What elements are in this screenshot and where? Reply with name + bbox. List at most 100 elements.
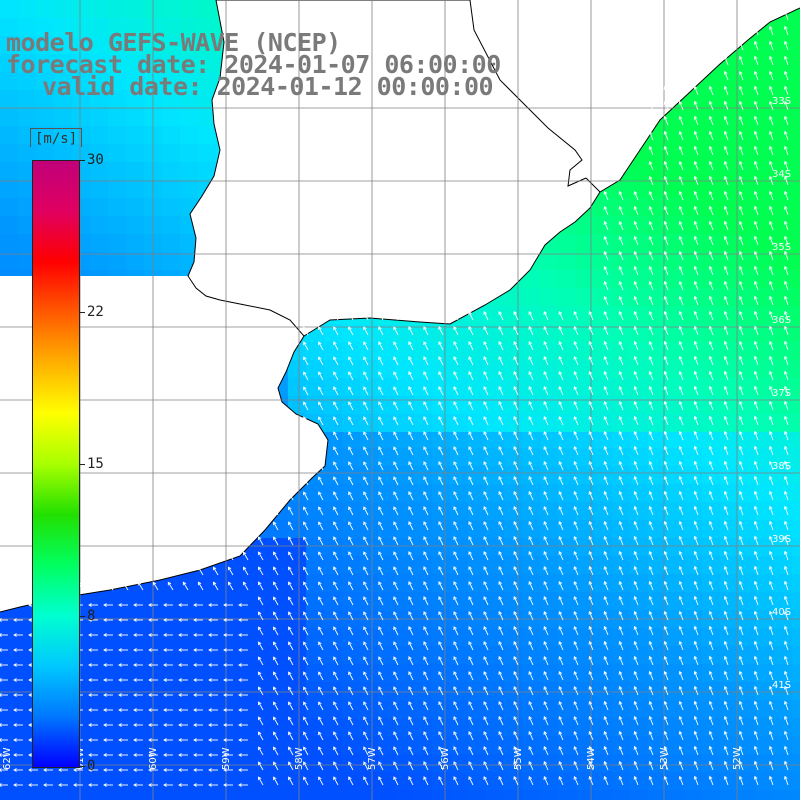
wind-cell <box>774 718 793 737</box>
wind-cell <box>360 378 379 397</box>
wind-cell <box>504 502 523 521</box>
wind-cell <box>396 520 415 539</box>
wind-cell <box>504 306 523 325</box>
wind-cell <box>90 790 109 800</box>
wind-cell <box>594 378 613 397</box>
wind-cell <box>450 520 469 539</box>
wind-cell <box>234 790 253 800</box>
wind-cell <box>774 556 793 575</box>
wind-cell <box>432 790 451 800</box>
wind-cell <box>234 592 253 611</box>
wind-cell <box>630 342 649 361</box>
wind-cell <box>108 144 127 163</box>
wind-cell <box>720 144 739 163</box>
wind-cell <box>630 790 649 800</box>
wind-cell <box>360 448 379 467</box>
wind-cell <box>594 448 613 467</box>
wind-cell <box>792 216 800 235</box>
wind-cell <box>504 574 523 593</box>
wind-cell <box>360 342 379 361</box>
wind-cell <box>630 466 649 485</box>
wind-cell <box>576 700 595 719</box>
wind-cell <box>540 414 559 433</box>
wind-cell <box>270 520 289 539</box>
wind-cell <box>36 772 55 791</box>
wind-cell <box>792 736 800 755</box>
wind-cell <box>72 108 91 127</box>
wind-cell <box>180 682 199 701</box>
wind-cell <box>108 700 127 719</box>
wind-cell <box>252 790 271 800</box>
wind-cell <box>198 700 217 719</box>
wind-cell <box>198 592 217 611</box>
wind-cell <box>684 556 703 575</box>
lat-label: 40S <box>772 607 791 618</box>
wind-cell <box>630 234 649 253</box>
wind-cell <box>108 162 127 181</box>
wind-cell <box>720 378 739 397</box>
wind-cell <box>630 592 649 611</box>
wind-cell <box>540 754 559 773</box>
wind-cell <box>450 790 469 800</box>
wind-cell <box>684 592 703 611</box>
wind-cell <box>576 306 595 325</box>
wind-cell <box>306 502 325 521</box>
wind-cell <box>468 790 487 800</box>
wind-cell <box>180 180 199 199</box>
wind-cell <box>594 520 613 539</box>
wind-cell <box>792 378 800 397</box>
wind-cell <box>72 0 91 19</box>
wind-cell <box>360 664 379 683</box>
wind-cell <box>792 502 800 521</box>
wind-cell <box>702 144 721 163</box>
wind-cell <box>36 108 55 127</box>
wind-cell <box>0 216 19 235</box>
wind-cell <box>126 628 145 647</box>
wind-cell <box>360 538 379 557</box>
wind-cell <box>792 144 800 163</box>
wind-cell <box>684 234 703 253</box>
wind-cell <box>792 126 800 145</box>
wind-cell <box>774 754 793 773</box>
wind-cell <box>414 378 433 397</box>
wind-cell <box>324 414 343 433</box>
wind-cell <box>594 270 613 289</box>
wind-cell <box>414 538 433 557</box>
wind-cell <box>306 378 325 397</box>
wind-cell <box>504 378 523 397</box>
wind-cell <box>774 18 793 37</box>
wind-cell <box>396 700 415 719</box>
wind-cell <box>126 592 145 611</box>
wind-cell <box>450 484 469 503</box>
wind-cell <box>450 718 469 737</box>
wind-cell <box>306 484 325 503</box>
wind-cell <box>180 144 199 163</box>
wind-cell <box>306 342 325 361</box>
wind-cell <box>594 234 613 253</box>
colorbar-tick-30: 30 <box>87 152 104 168</box>
wind-cell <box>666 126 685 145</box>
wind-cell <box>720 700 739 719</box>
wind-cell <box>522 790 541 800</box>
wind-cell <box>162 216 181 235</box>
wind-cell <box>414 342 433 361</box>
wind-cell <box>540 592 559 611</box>
wind-cell <box>774 790 793 800</box>
wind-cell <box>666 234 685 253</box>
wind-cell <box>342 378 361 397</box>
wind-cell <box>0 90 19 109</box>
wind-cell <box>720 216 739 235</box>
wind-cell <box>234 628 253 647</box>
wind-cell <box>234 682 253 701</box>
wind-cell <box>684 306 703 325</box>
wind-cell <box>522 288 541 307</box>
wind-cell <box>774 700 793 719</box>
wind-cell <box>396 772 415 791</box>
wind-cell <box>396 790 415 800</box>
wind-cell <box>306 700 325 719</box>
wind-cell <box>450 628 469 647</box>
wind-cell <box>396 484 415 503</box>
wind-cell <box>756 144 775 163</box>
wind-cell <box>612 378 631 397</box>
wind-cell <box>0 252 19 271</box>
